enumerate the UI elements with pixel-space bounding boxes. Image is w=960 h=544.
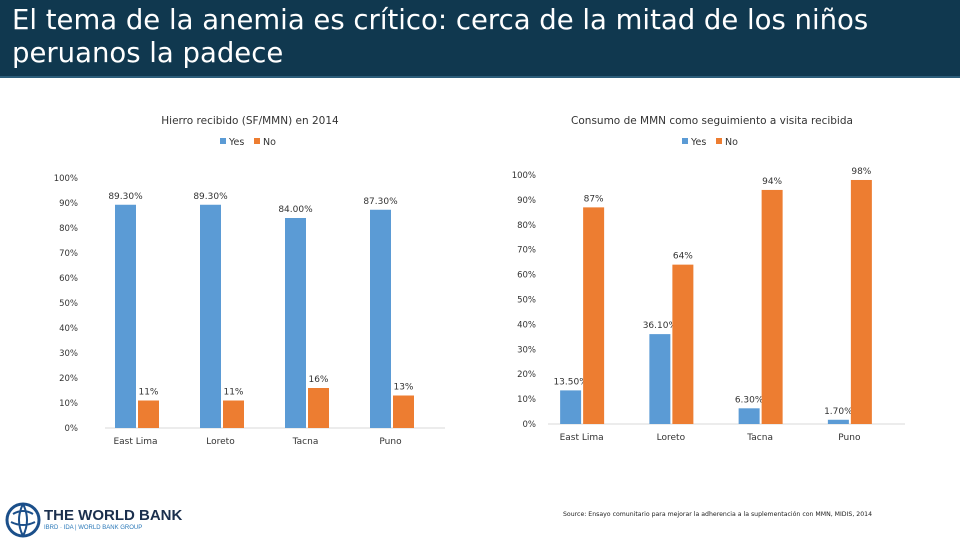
chart2-ytick-label: 0% (523, 420, 537, 430)
chart1-legend-swatch-yes (220, 138, 226, 144)
logo-tagline: IBRD · IDA | WORLD BANK GROUP (44, 525, 143, 531)
chart2-legend-label-no: No (725, 137, 738, 148)
chart2-ytick-label: 20% (517, 370, 536, 380)
world-bank-logo: THE WORLD BANK IBRD · IDA | WORLD BANK G… (4, 500, 204, 540)
chart2-legend-label-yes: Yes (690, 137, 706, 148)
chart2-data-label-yes: 1.70% (824, 407, 853, 417)
chart2-data-label-yes: 13.50% (553, 377, 588, 387)
chart1-data-label-yes: 87.30% (363, 197, 398, 207)
chart2-ytick-label: 40% (517, 320, 536, 330)
chart2-bar-no (672, 264, 694, 424)
chart1-ytick-label: 100% (54, 174, 78, 184)
chart1-data-label-yes: 84.00% (278, 205, 313, 215)
chart1-category-label: Loreto (206, 437, 235, 447)
chart2-legend-swatch-no (716, 138, 722, 144)
chart1-ytick-label: 10% (59, 399, 78, 409)
chart2-ytick-label: 10% (517, 395, 536, 405)
chart1-data-label-no: 11% (223, 388, 243, 398)
chart1-ytick-label: 30% (59, 349, 78, 359)
chart2-bar-yes (738, 408, 760, 424)
chart2-ytick-label: 50% (517, 296, 536, 306)
chart2-bar-no (583, 207, 605, 424)
chart2-ytick-label: 30% (517, 345, 536, 355)
chart1-title: Hierro recibido (SF/MMN) en 2014 (161, 115, 339, 127)
chart1-data-label-no: 11% (138, 388, 158, 398)
chart1-bar-yes (370, 209, 391, 428)
chart1-ytick-label: 40% (59, 324, 78, 334)
chart2-data-label-yes: 36.10% (643, 321, 678, 331)
chart1-category-label: Puno (379, 437, 402, 447)
chart1-category-label: Tacna (292, 437, 319, 447)
chart2-category-label: East Lima (560, 433, 604, 443)
chart2-ytick-label: 100% (512, 171, 536, 181)
chart1-legend-label-yes: Yes (228, 137, 244, 148)
chart1-legend-swatch-no (254, 138, 260, 144)
chart1-ytick-label: 50% (59, 299, 78, 309)
chart1-ytick-label: 80% (59, 224, 78, 234)
chart2-bar-yes (827, 419, 849, 424)
chart2-bar-yes (649, 334, 671, 424)
chart2-ytick-label: 90% (517, 196, 536, 206)
chart1-category-label: East Lima (113, 437, 157, 447)
chart2-data-label-no: 64% (673, 252, 693, 262)
source-note: Source: Ensayo comunitario para mejorar … (563, 511, 872, 518)
chart2-bar-no (850, 179, 872, 424)
chart2-ytick-label: 80% (517, 221, 536, 231)
chart1-bar-no (223, 400, 244, 428)
chart1-ytick-label: 20% (59, 374, 78, 384)
chart1-bar-yes (200, 204, 221, 428)
chart2-category-label: Puno (838, 433, 861, 443)
chart2-category-label: Loreto (657, 433, 686, 443)
chart2-bar-no (761, 189, 783, 424)
chart1-ytick-label: 60% (59, 274, 78, 284)
chart1-ytick-label: 70% (59, 249, 78, 259)
chart1-bar-no (393, 395, 414, 428)
chart1-data-label-yes: 89.30% (108, 192, 143, 202)
chart1-data-label-yes: 89.30% (193, 192, 228, 202)
chart2-title: Consumo de MMN como seguimiento a visita… (571, 115, 853, 127)
chart2-data-label-no: 87% (584, 194, 604, 204)
chart1-bar-yes (285, 218, 306, 428)
globe-icon (5, 502, 41, 538)
chart2-data-label-yes: 6.30% (735, 395, 764, 405)
chart1-data-label-no: 13% (393, 383, 413, 393)
chart2-data-label-no: 98% (851, 167, 871, 177)
page-title: El tema de la anemia es crítico: cerca d… (12, 4, 869, 69)
chart2-category-label: Tacna (746, 433, 773, 443)
chart2-ytick-label: 70% (517, 246, 536, 256)
chart2-legend-swatch-yes (682, 138, 688, 144)
chart1-data-label-no: 16% (308, 375, 328, 385)
chart2-data-label-no: 94% (762, 177, 782, 187)
title-bar: El tema de la anemia es crítico: cerca d… (0, 0, 960, 78)
chart1-legend-label-no: No (263, 137, 276, 148)
chart1-bar-no (308, 388, 329, 428)
chart1-ytick-label: 90% (59, 199, 78, 209)
logo-name: THE WORLD BANK (44, 507, 183, 524)
chart2-bar-yes (560, 390, 582, 424)
chart2-ytick-label: 60% (517, 271, 536, 281)
chart1-bar-yes (115, 204, 136, 428)
chart1-ytick-label: 0% (65, 424, 79, 434)
chart1-bar-no (138, 400, 159, 428)
